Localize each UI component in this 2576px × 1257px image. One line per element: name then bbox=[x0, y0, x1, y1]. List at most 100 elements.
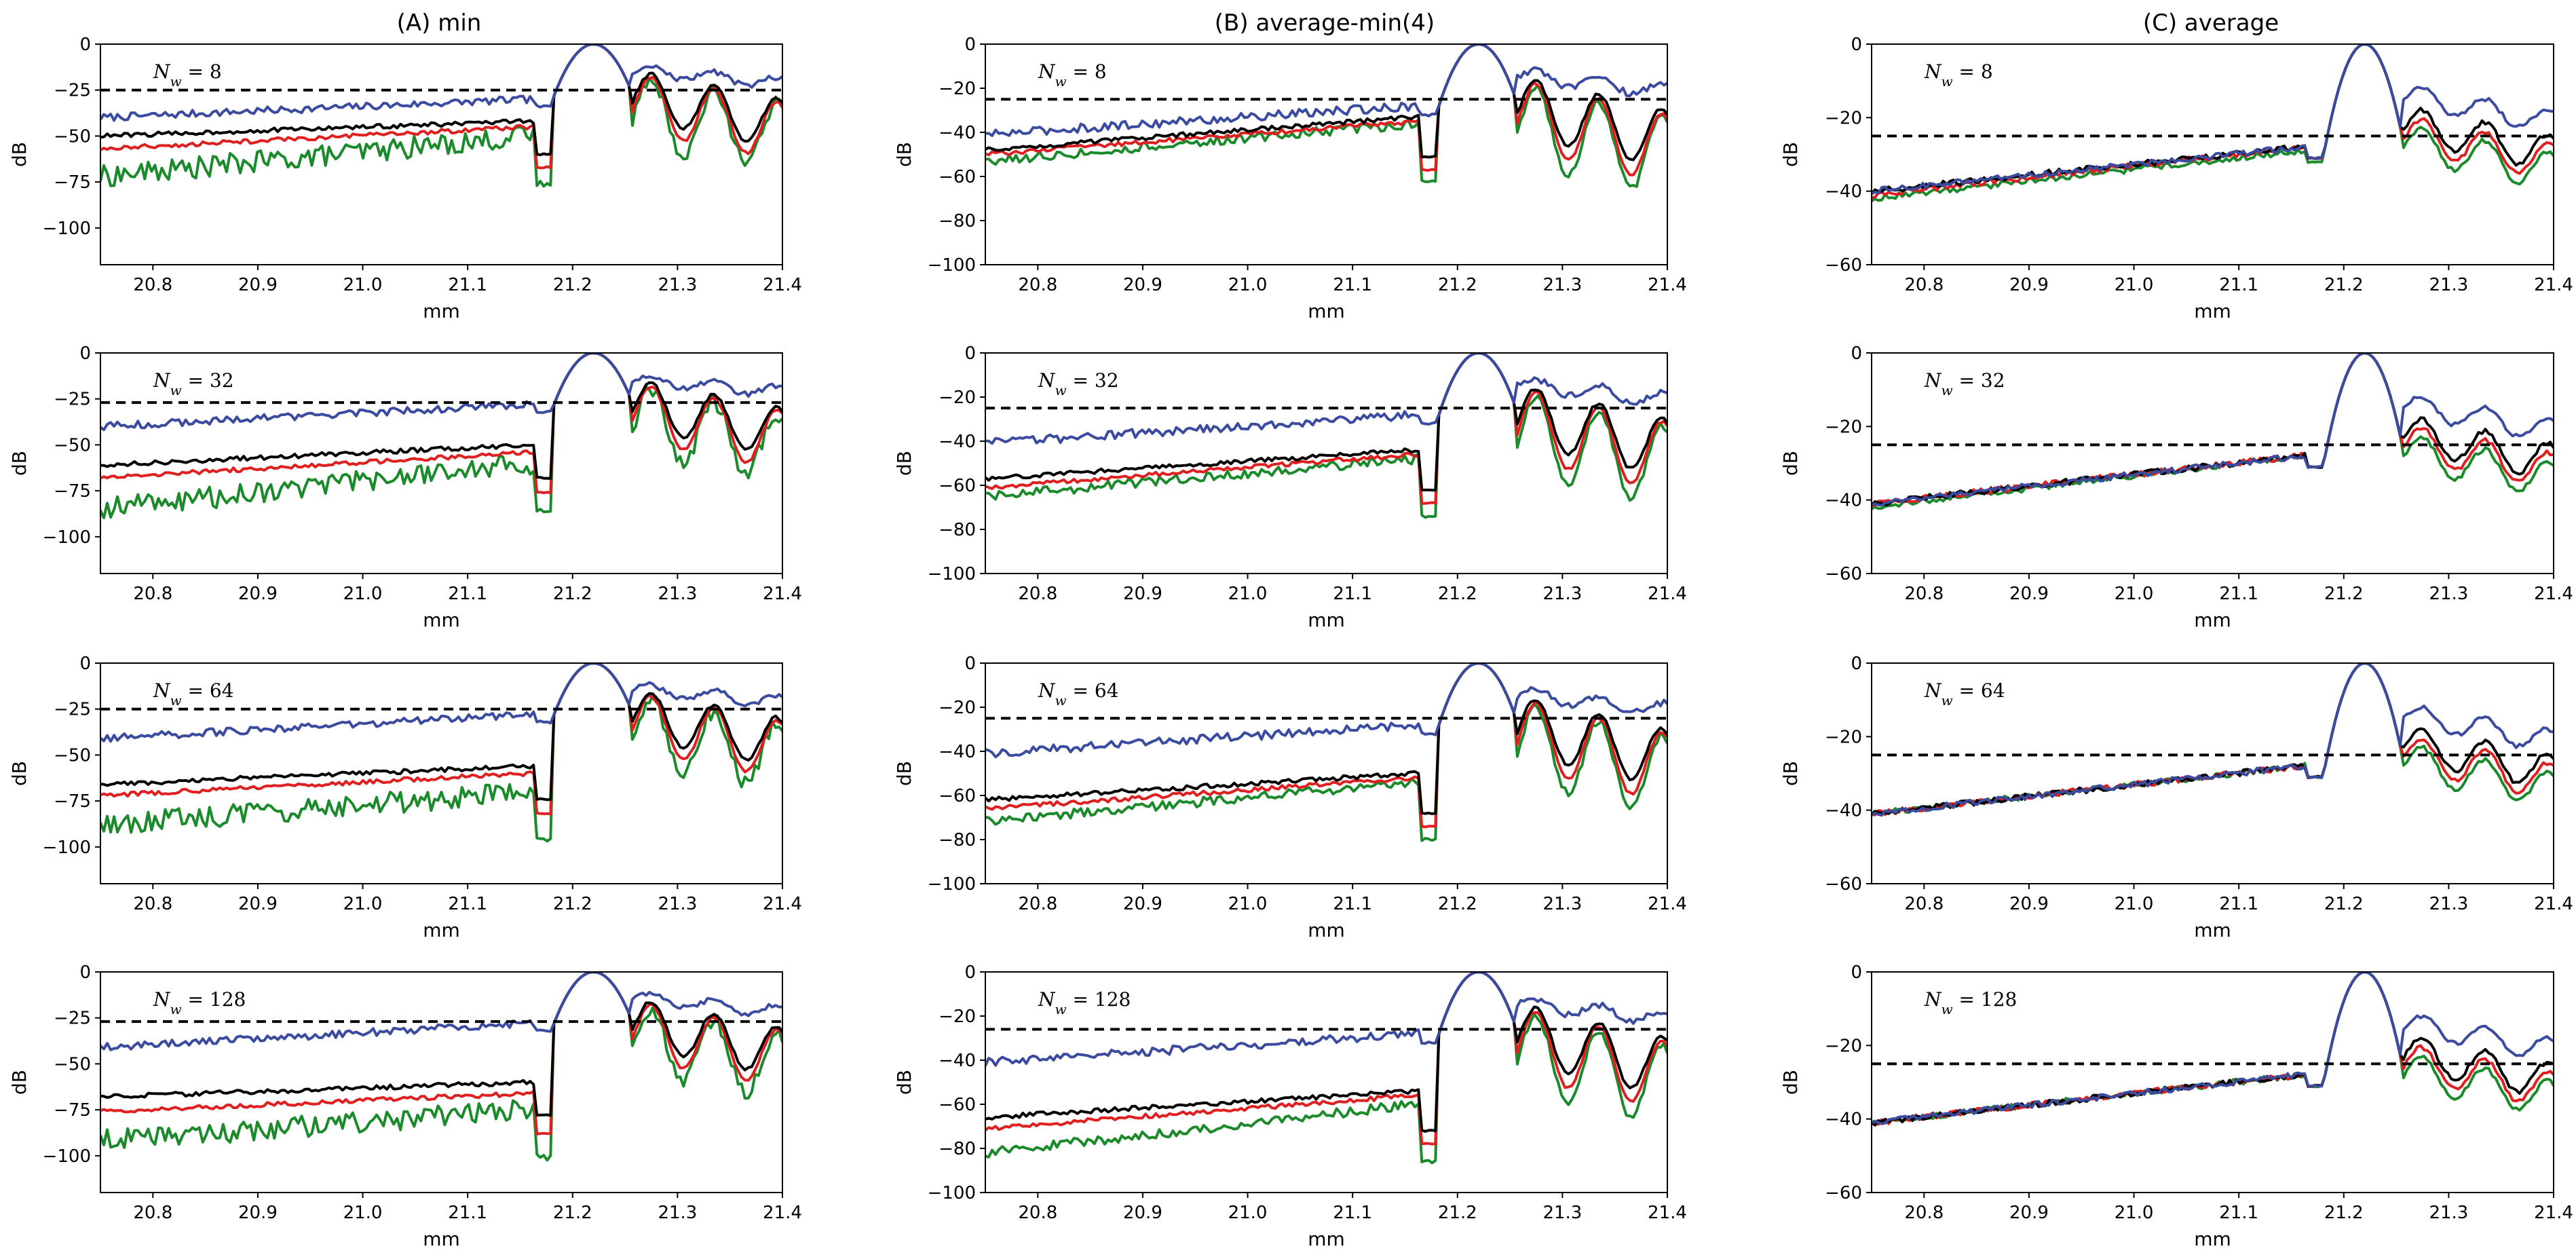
series-line-green bbox=[985, 353, 1667, 519]
series-line-blue bbox=[1872, 972, 2554, 1125]
x-tick-label: 21.2 bbox=[1438, 1203, 1477, 1223]
x-tick-label: 21.0 bbox=[2115, 584, 2154, 604]
x-tick-label: 21.2 bbox=[1438, 584, 1477, 604]
y-tick-label: −50 bbox=[54, 1054, 91, 1074]
x-tick-label: 21.3 bbox=[2429, 584, 2468, 604]
subplot-r2-c1: 20.8 20.9 21.0 21.1 21.2 21.3 21.4 0 −20 −40 −60 −8… bbox=[893, 654, 1687, 941]
column-title-c: (C) average bbox=[2143, 10, 2279, 37]
y-tick-label: −40 bbox=[939, 742, 976, 762]
y-tick-label: −80 bbox=[939, 1139, 976, 1159]
y-tick-label: −60 bbox=[1825, 1183, 1862, 1203]
x-tick-label: 20.9 bbox=[238, 275, 278, 295]
x-tick-label: 20.9 bbox=[1123, 275, 1162, 295]
x-tick-label: 21.0 bbox=[343, 1203, 383, 1223]
x-tick-label: 21.0 bbox=[343, 275, 383, 295]
series-group bbox=[100, 663, 782, 843]
y-tick-label: −100 bbox=[43, 838, 91, 858]
y-tick-label: −100 bbox=[928, 1183, 976, 1203]
series-line-red bbox=[985, 663, 1667, 829]
axes-frame bbox=[1871, 662, 2554, 884]
axes-frame bbox=[100, 662, 783, 884]
x-tick-label: 21.0 bbox=[1228, 275, 1268, 295]
series-line-black bbox=[985, 663, 1667, 815]
series-line-black bbox=[100, 353, 782, 481]
y-tick-label: 0 bbox=[1851, 35, 1862, 55]
series-line-blue bbox=[985, 663, 1667, 759]
subplot-r0-c2: 20.8 20.9 21.0 21.1 21.2 21.3 21.4 0 −20 −40 −60 mm… bbox=[1779, 35, 2573, 322]
y-tick-label: 0 bbox=[79, 343, 91, 364]
x-tick-label: 21.2 bbox=[2324, 1203, 2364, 1223]
subplot-r2-c2: 20.8 20.9 21.0 21.1 21.2 21.3 21.4 0 −20 −40 −60 mm… bbox=[1779, 654, 2573, 941]
y-tick-label: −80 bbox=[939, 830, 976, 850]
y-tick-label: −60 bbox=[1825, 874, 1862, 895]
y-tick-label: −100 bbox=[928, 255, 976, 276]
x-tick-label: 21.0 bbox=[343, 584, 383, 604]
y-tick-label: −50 bbox=[54, 745, 91, 766]
x-tick-label: 21.1 bbox=[2219, 894, 2258, 914]
series-line-blue bbox=[985, 972, 1667, 1067]
x-tick-label: 20.9 bbox=[2009, 1203, 2049, 1223]
y-tick-label: 0 bbox=[1851, 654, 1862, 674]
y-tick-label: −40 bbox=[939, 123, 976, 143]
series-line-green bbox=[985, 972, 1667, 1165]
x-tick-label: 21.0 bbox=[343, 894, 383, 914]
y-tick-label: 0 bbox=[964, 654, 976, 674]
series-line-red bbox=[100, 972, 782, 1136]
y-tick-label: −100 bbox=[928, 564, 976, 584]
y-tick-label: −20 bbox=[1825, 108, 1862, 128]
series-line-green bbox=[985, 44, 1667, 188]
series-line-blue bbox=[1872, 663, 2554, 817]
y-axis-label: dB bbox=[1779, 1070, 1802, 1095]
x-tick-label: 21.4 bbox=[763, 275, 802, 295]
y-axis-label: dB bbox=[893, 451, 915, 476]
x-tick-label: 21.1 bbox=[448, 1203, 487, 1223]
column-titles: (A) min (B) average-min(4) (C) average bbox=[397, 10, 2279, 37]
series-line-black bbox=[100, 663, 782, 802]
x-tick-label: 21.4 bbox=[1648, 1203, 1687, 1223]
y-axis-label: dB bbox=[8, 1070, 31, 1095]
x-tick-label: 20.9 bbox=[2009, 275, 2049, 295]
nw-annotation: Nw = 8 bbox=[153, 60, 222, 90]
x-axis-label: mm bbox=[423, 1228, 460, 1250]
x-tick-label: 20.9 bbox=[2009, 894, 2049, 914]
y-tick-label: −80 bbox=[939, 211, 976, 231]
y-tick-label: −60 bbox=[1825, 564, 1862, 584]
y-tick-label: −20 bbox=[939, 1007, 976, 1027]
y-axis-label: dB bbox=[1779, 451, 1802, 476]
subplot-r0-c0: 20.8 20.9 21.0 21.1 21.2 21.3 21.4 0 −25 −50 −75 −1… bbox=[8, 35, 802, 322]
x-tick-label: 20.8 bbox=[1904, 1203, 1944, 1223]
y-tick-label: −80 bbox=[939, 520, 976, 540]
y-tick-label: −25 bbox=[54, 390, 91, 410]
x-tick-label: 20.8 bbox=[133, 275, 172, 295]
series-line-blue bbox=[100, 353, 782, 432]
y-tick-label: −60 bbox=[939, 786, 976, 806]
y-tick-label: 0 bbox=[1851, 343, 1862, 364]
x-tick-label: 21.0 bbox=[2115, 275, 2154, 295]
y-tick-label: −60 bbox=[939, 476, 976, 496]
x-tick-label: 21.3 bbox=[658, 1203, 697, 1223]
x-tick-label: 21.3 bbox=[1542, 584, 1582, 604]
x-axis-label: mm bbox=[1308, 1228, 1345, 1250]
series-line-blue bbox=[100, 972, 782, 1051]
axes-frame bbox=[1871, 43, 2554, 265]
y-tick-label: 0 bbox=[79, 962, 91, 983]
axes-frame bbox=[1871, 352, 2554, 574]
series-line-green bbox=[1872, 44, 2554, 202]
y-tick-label: −75 bbox=[54, 1100, 91, 1121]
y-tick-label: −40 bbox=[939, 432, 976, 452]
y-tick-label: −40 bbox=[1825, 801, 1862, 821]
series-line-red bbox=[100, 44, 782, 170]
y-tick-label: −75 bbox=[54, 172, 91, 193]
axes-frame bbox=[985, 43, 1668, 265]
x-tick-label: 20.8 bbox=[133, 584, 172, 604]
y-tick-label: −100 bbox=[43, 1146, 91, 1167]
series-group bbox=[100, 44, 782, 188]
y-tick-label: 0 bbox=[1851, 962, 1862, 983]
y-axis-label: dB bbox=[8, 761, 31, 786]
x-tick-label: 20.9 bbox=[1123, 1203, 1162, 1223]
series-line-blue bbox=[1872, 44, 2554, 195]
x-tick-label: 21.1 bbox=[1333, 584, 1372, 604]
x-tick-label: 21.4 bbox=[2534, 584, 2573, 604]
y-tick-label: −20 bbox=[939, 698, 976, 718]
y-tick-label: −40 bbox=[1825, 182, 1862, 202]
